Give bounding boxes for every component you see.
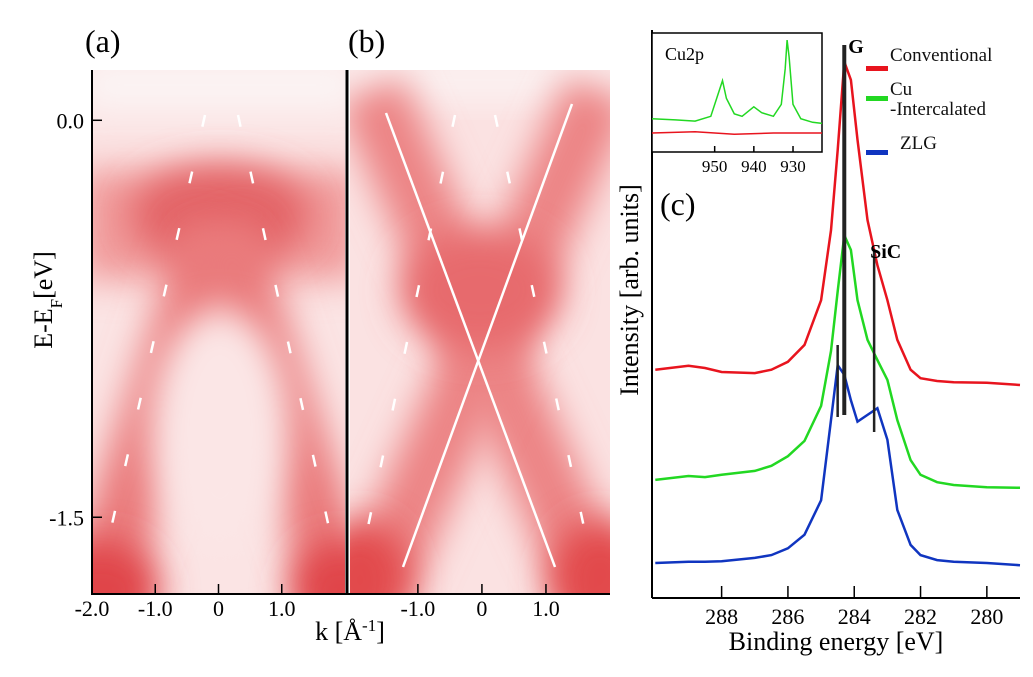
x-tick-label: 0	[476, 596, 487, 621]
label-part: [eV]	[29, 251, 58, 299]
series-line	[651, 131, 822, 135]
x-tick-label: 284	[838, 604, 871, 629]
x-tick-label: -2.0	[75, 596, 110, 621]
x-tick-label: 288	[705, 604, 738, 629]
label-part: k [Å	[315, 617, 362, 646]
series-line	[655, 61, 1021, 387]
x-tick-label: 930	[780, 157, 806, 176]
legend-label: Cu -Intercalated	[890, 79, 986, 120]
legend-swatch	[866, 150, 888, 155]
x-tick-label: 0	[213, 596, 224, 621]
label-part: ]	[376, 617, 385, 646]
arpes-image-a	[92, 70, 345, 593]
x-tick-label: -1.0	[138, 596, 173, 621]
x-tick-label: 1.0	[532, 596, 560, 621]
panel-label: (a)	[85, 23, 121, 59]
y-tick-label: 0.0	[57, 108, 85, 133]
x-axis-label: k [Å-1]	[315, 616, 385, 647]
x-tick-label: 1.0	[268, 596, 296, 621]
x-tick-label: 280	[970, 604, 1003, 629]
label-part: E-E	[29, 308, 58, 348]
y-axis-label: E-EF[eV]	[29, 251, 66, 349]
x-axis-label: Binding energy [eV]	[729, 627, 944, 656]
inset-title: Cu2p	[665, 44, 704, 64]
x-tick-label: 286	[771, 604, 804, 629]
panel-label: (c)	[660, 186, 696, 222]
legend-swatch	[866, 66, 888, 71]
arpes-image-b	[350, 70, 610, 593]
y-tick-label: -1.5	[49, 505, 84, 530]
series-line	[651, 40, 823, 125]
x-tick-label: 950	[702, 157, 728, 176]
panel-label: (b)	[348, 23, 385, 59]
y-axis-label: Intensity [arb. units]	[615, 184, 644, 396]
peak-label: SiC	[870, 241, 901, 263]
x-tick-label: -1.0	[400, 596, 435, 621]
peak-label: G	[848, 36, 864, 58]
legend-label: Conventional	[890, 45, 993, 66]
x-tick-label: 282	[904, 604, 937, 629]
series-line	[655, 230, 1021, 490]
x-tick-label: 940	[741, 157, 767, 176]
series-line	[655, 361, 1021, 567]
label-sub: F	[47, 299, 66, 308]
label-sup: -1	[362, 616, 376, 635]
legend-swatch	[866, 96, 888, 101]
legend-label: ZLG	[900, 133, 937, 154]
